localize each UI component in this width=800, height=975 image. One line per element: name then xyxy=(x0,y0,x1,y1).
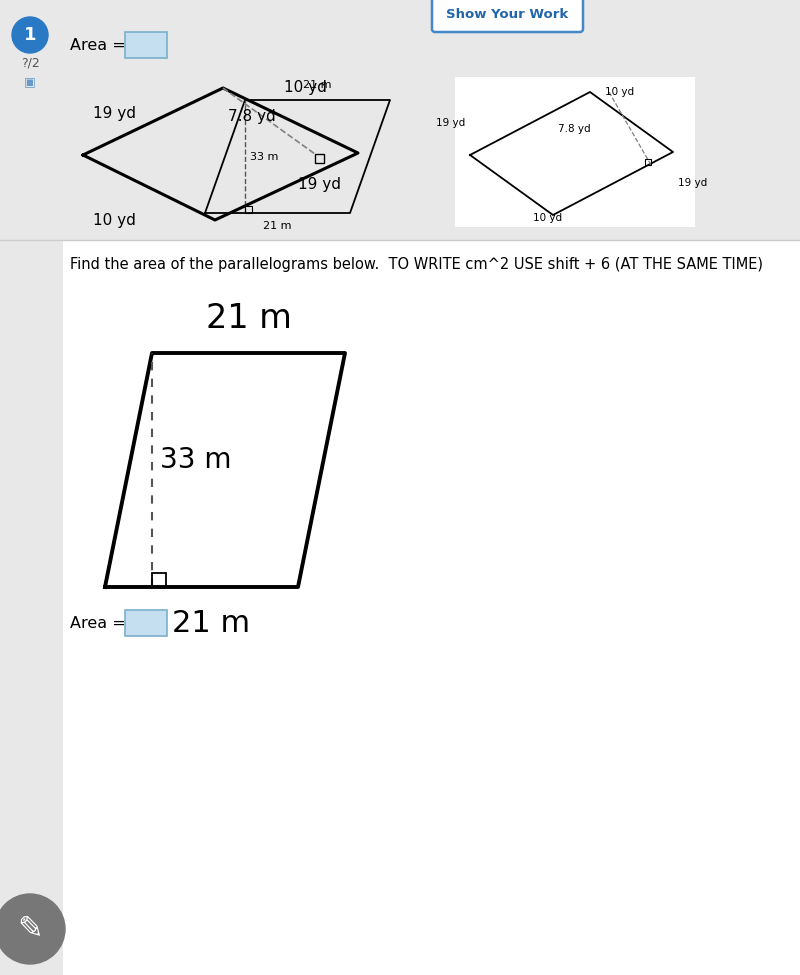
Text: 10 yd: 10 yd xyxy=(93,213,136,228)
Bar xyxy=(63,0,800,240)
Text: 19 yd: 19 yd xyxy=(93,106,136,121)
Text: ▣: ▣ xyxy=(24,75,36,89)
Bar xyxy=(245,206,252,213)
Text: Show Your Work: Show Your Work xyxy=(446,8,569,20)
Text: ?/2: ?/2 xyxy=(21,57,39,69)
FancyBboxPatch shape xyxy=(432,0,583,32)
Text: 33 m: 33 m xyxy=(250,151,278,162)
Text: 10 yd: 10 yd xyxy=(534,213,562,223)
Text: 19 yd: 19 yd xyxy=(678,178,707,188)
Text: 7.8 yd: 7.8 yd xyxy=(228,108,276,124)
Text: 21 m: 21 m xyxy=(303,80,332,90)
Bar xyxy=(63,240,800,975)
Text: 21 m: 21 m xyxy=(206,302,291,335)
Text: ✎: ✎ xyxy=(18,915,42,944)
Text: Find the area of the parallelograms below.  TO WRITE cm^2 USE shift + 6 (AT THE : Find the area of the parallelograms belo… xyxy=(70,257,763,272)
Bar xyxy=(0,0,63,975)
Bar xyxy=(125,610,167,636)
Text: 10 yd: 10 yd xyxy=(284,80,327,95)
Circle shape xyxy=(0,894,65,964)
Text: Area =: Area = xyxy=(70,37,131,53)
Text: Area =: Area = xyxy=(70,615,131,631)
Text: 21 m: 21 m xyxy=(263,221,292,231)
Circle shape xyxy=(12,17,48,53)
Bar xyxy=(315,154,324,163)
Text: 19 yd: 19 yd xyxy=(298,176,342,191)
Bar xyxy=(455,77,695,227)
Text: 7.8 yd: 7.8 yd xyxy=(558,124,591,134)
Text: 10 yd: 10 yd xyxy=(605,87,634,97)
Bar xyxy=(125,32,167,58)
Text: 19 yd: 19 yd xyxy=(436,119,465,129)
Text: 1: 1 xyxy=(24,26,36,44)
Bar xyxy=(645,159,651,165)
Text: 33 m: 33 m xyxy=(160,446,231,474)
Bar xyxy=(152,573,166,587)
Text: 21 m: 21 m xyxy=(173,609,250,638)
